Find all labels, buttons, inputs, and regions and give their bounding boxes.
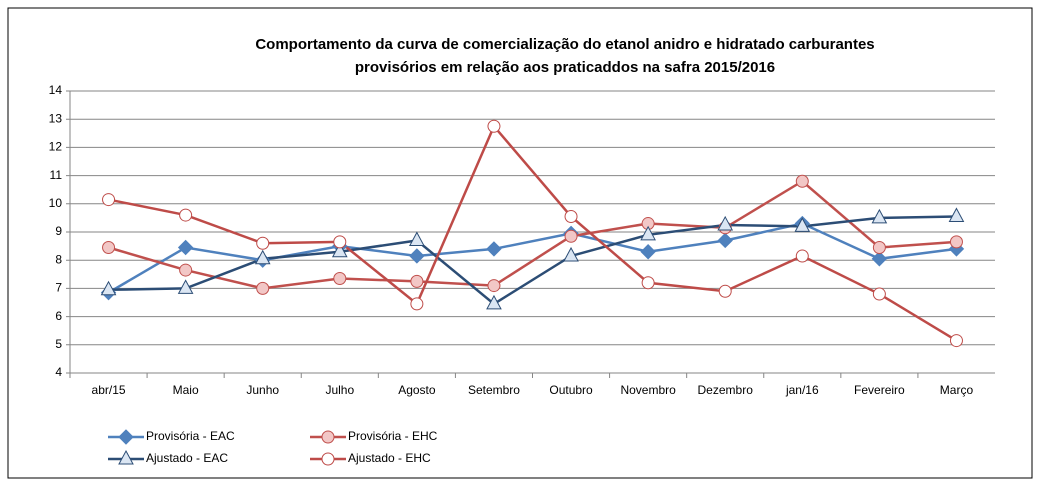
data-point	[640, 244, 656, 260]
data-point	[409, 231, 425, 246]
data-point	[871, 251, 888, 267]
y-tick-label: 6	[55, 309, 62, 323]
y-tick-label: 14	[49, 83, 63, 97]
data-point	[487, 119, 501, 133]
data-point	[486, 294, 502, 310]
x-tick-label: Maio	[173, 383, 199, 397]
y-tick-label: 5	[55, 337, 62, 351]
y-tick-label: 9	[55, 224, 62, 238]
data-point	[872, 241, 886, 255]
data-point	[794, 217, 811, 232]
data-point	[410, 297, 424, 311]
data-point	[564, 229, 578, 243]
x-tick-label: Fevereiro	[854, 383, 905, 397]
legend-label: Ajustado - EHC	[348, 451, 431, 465]
data-point	[179, 263, 193, 277]
data-point	[949, 334, 963, 348]
series-line	[108, 179, 957, 290]
data-point	[718, 284, 732, 298]
x-tick-label: abr/15	[92, 383, 126, 397]
data-point	[487, 279, 501, 293]
data-point	[795, 174, 809, 188]
data-point	[717, 232, 733, 249]
data-point	[333, 235, 347, 249]
y-tick-label: 7	[55, 281, 62, 295]
y-tick-label: 4	[55, 365, 62, 379]
legend-marker	[118, 449, 134, 465]
series-line	[108, 123, 958, 342]
x-tick-label: Setembro	[468, 383, 520, 397]
data-point	[795, 249, 809, 263]
y-tick-label: 10	[49, 196, 63, 210]
x-tick-label: Agosto	[398, 383, 436, 397]
data-point	[948, 207, 965, 222]
data-point	[100, 280, 117, 296]
y-tick-label: 11	[50, 168, 63, 182]
series-line	[107, 222, 957, 294]
data-point	[333, 272, 347, 286]
x-tick-label: Março	[940, 383, 974, 397]
data-point	[177, 239, 194, 256]
legend-marker	[321, 452, 335, 466]
data-point	[486, 241, 502, 257]
data-point	[331, 242, 348, 258]
data-point	[871, 208, 888, 224]
data-point	[179, 208, 193, 222]
x-tick-label: Novembro	[620, 383, 676, 397]
x-tick-label: Dezembro	[698, 383, 754, 397]
y-tick-label: 13	[49, 111, 63, 125]
x-tick-label: Outubro	[549, 383, 593, 397]
legend-label: Provisória - EHC	[348, 429, 438, 443]
legend-label: Ajustado - EAC	[146, 451, 228, 465]
data-point	[177, 279, 194, 294]
data-point	[640, 225, 656, 241]
data-point	[102, 241, 116, 255]
x-tick-label: jan/16	[785, 383, 819, 397]
x-tick-label: Julho	[325, 383, 354, 397]
data-point	[410, 274, 424, 288]
data-point	[256, 281, 270, 295]
y-tick-label: 12	[49, 140, 63, 154]
y-tick-label: 8	[55, 252, 62, 266]
x-tick-label: Junho	[246, 383, 279, 397]
series-line	[108, 215, 957, 306]
data-point	[564, 209, 578, 223]
data-point	[949, 235, 963, 249]
data-point	[872, 287, 886, 301]
data-point	[563, 246, 579, 262]
data-point	[254, 249, 271, 265]
chart-title: provisórios em relação aos praticaddos n…	[355, 59, 775, 76]
data-point	[256, 236, 270, 250]
data-point	[409, 248, 425, 264]
legend-label: Provisória - EAC	[146, 429, 235, 443]
data-point	[717, 215, 734, 231]
chart-title: Comportamento da curva de comercializaçã…	[255, 36, 874, 53]
legend-marker	[118, 429, 134, 445]
data-point	[102, 193, 116, 207]
data-point	[641, 276, 655, 290]
legend-marker	[321, 430, 335, 444]
